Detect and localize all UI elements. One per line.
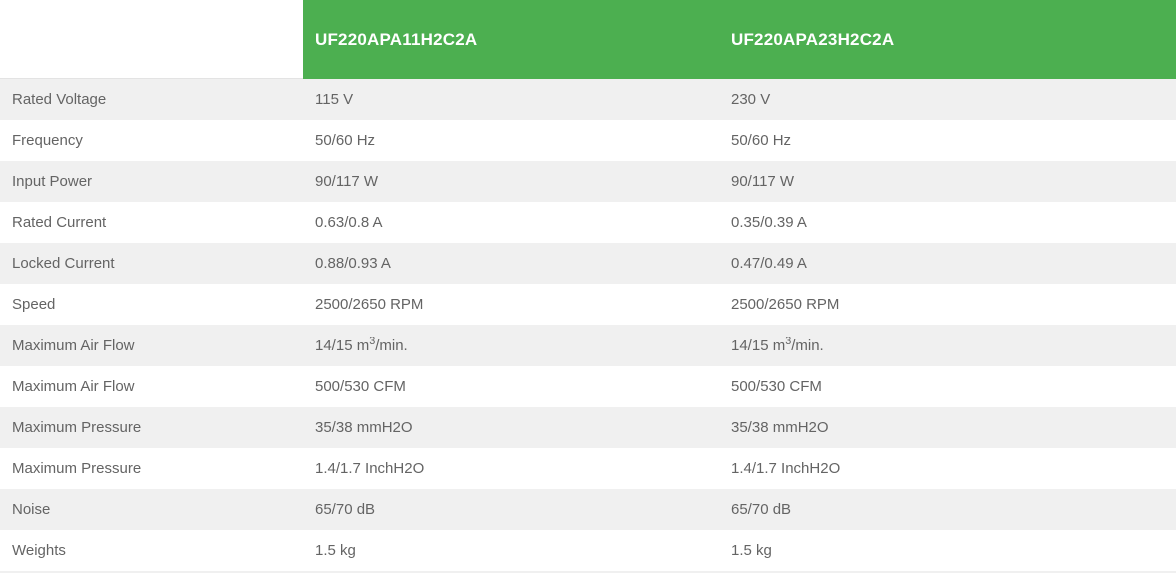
value-cell-model-1: 14/15 m3/min. bbox=[315, 337, 408, 354]
column-header-model-1: UF220APA11H2C2A bbox=[303, 0, 719, 79]
value-cell-model-2: 2500/2650 RPM bbox=[731, 296, 840, 313]
value-cell-model-1: 65/70 dB bbox=[315, 501, 376, 518]
value-cell-model-2: 0.35/0.39 A bbox=[731, 214, 807, 231]
value-cell-model-2: 1.5 kg bbox=[731, 542, 772, 559]
value-cell-model-1: 90/117 W bbox=[315, 173, 379, 190]
header-corner-cell bbox=[0, 0, 303, 79]
table-row: Input Power 90/117 W 90/117 W bbox=[0, 161, 1176, 202]
value-cell-model-1: 1.5 kg bbox=[315, 542, 356, 559]
row-label: Rated Voltage bbox=[12, 91, 107, 108]
value-cell-model-1: 0.88/0.93 A bbox=[315, 255, 391, 272]
row-label: Maximum Pressure bbox=[12, 460, 142, 477]
table-row: Maximum Pressure 1.4/1.7 InchH2O 1.4/1.7… bbox=[0, 448, 1176, 489]
row-label: Locked Current bbox=[12, 255, 115, 272]
value-cell-model-1: 1.4/1.7 InchH2O bbox=[315, 460, 425, 477]
value-cell-model-1: 500/530 CFM bbox=[315, 378, 406, 395]
value-cell-model-1: 50/60 Hz bbox=[315, 132, 376, 149]
row-label: Rated Current bbox=[12, 214, 107, 231]
row-label: Maximum Air Flow bbox=[12, 337, 135, 354]
row-label: Weights bbox=[12, 542, 66, 559]
value-cell-model-2: 50/60 Hz bbox=[731, 132, 792, 149]
value-cell-model-2: 90/117 W bbox=[731, 173, 795, 190]
column-header-model-2: UF220APA23H2C2A bbox=[719, 0, 1176, 79]
row-label: Input Power bbox=[12, 173, 93, 190]
table-row: Maximum Air Flow 14/15 m3/min. 14/15 m3/… bbox=[0, 325, 1176, 366]
row-label: Maximum Air Flow bbox=[12, 378, 135, 395]
value-cell-model-2: 35/38 mmH2O bbox=[731, 419, 829, 436]
row-label: Speed bbox=[12, 296, 56, 313]
value-cell-model-2: 500/530 CFM bbox=[731, 378, 822, 395]
table-row: Speed 2500/2650 RPM 2500/2650 RPM bbox=[0, 284, 1176, 325]
table-row: Frequency 50/60 Hz 50/60 Hz bbox=[0, 120, 1176, 161]
row-label: Maximum Pressure bbox=[12, 419, 142, 436]
table-row: Rated Voltage 115 V 230 V bbox=[0, 79, 1176, 120]
value-cell-model-2: 230 V bbox=[731, 91, 771, 108]
row-label: Frequency bbox=[12, 132, 83, 149]
row-label: Noise bbox=[12, 501, 51, 518]
table-row: Noise 65/70 dB 65/70 dB bbox=[0, 489, 1176, 530]
value-cell-model-1: 2500/2650 RPM bbox=[315, 296, 424, 313]
table-row: Maximum Pressure 35/38 mmH2O 35/38 mmH2O bbox=[0, 407, 1176, 448]
next-row-partial bbox=[0, 571, 1176, 573]
table-row: Rated Current 0.63/0.8 A 0.35/0.39 A bbox=[0, 202, 1176, 243]
value-cell-model-2: 65/70 dB bbox=[731, 501, 792, 518]
value-cell-model-1: 35/38 mmH2O bbox=[315, 419, 413, 436]
value-cell-model-2: 0.47/0.49 A bbox=[731, 255, 807, 272]
table-header-row: UF220APA11H2C2A UF220APA23H2C2A bbox=[0, 0, 1176, 79]
value-cell-model-1: 115 V bbox=[315, 91, 354, 108]
table-row: Locked Current 0.88/0.93 A 0.47/0.49 A bbox=[0, 243, 1176, 284]
value-cell-model-2: 14/15 m3/min. bbox=[731, 337, 824, 354]
table-row: Weights 1.5 kg 1.5 kg bbox=[0, 530, 1176, 571]
value-cell-model-2: 1.4/1.7 InchH2O bbox=[731, 460, 841, 477]
value-cell-model-1: 0.63/0.8 A bbox=[315, 214, 383, 231]
table-row: Maximum Air Flow 500/530 CFM 500/530 CFM bbox=[0, 366, 1176, 407]
